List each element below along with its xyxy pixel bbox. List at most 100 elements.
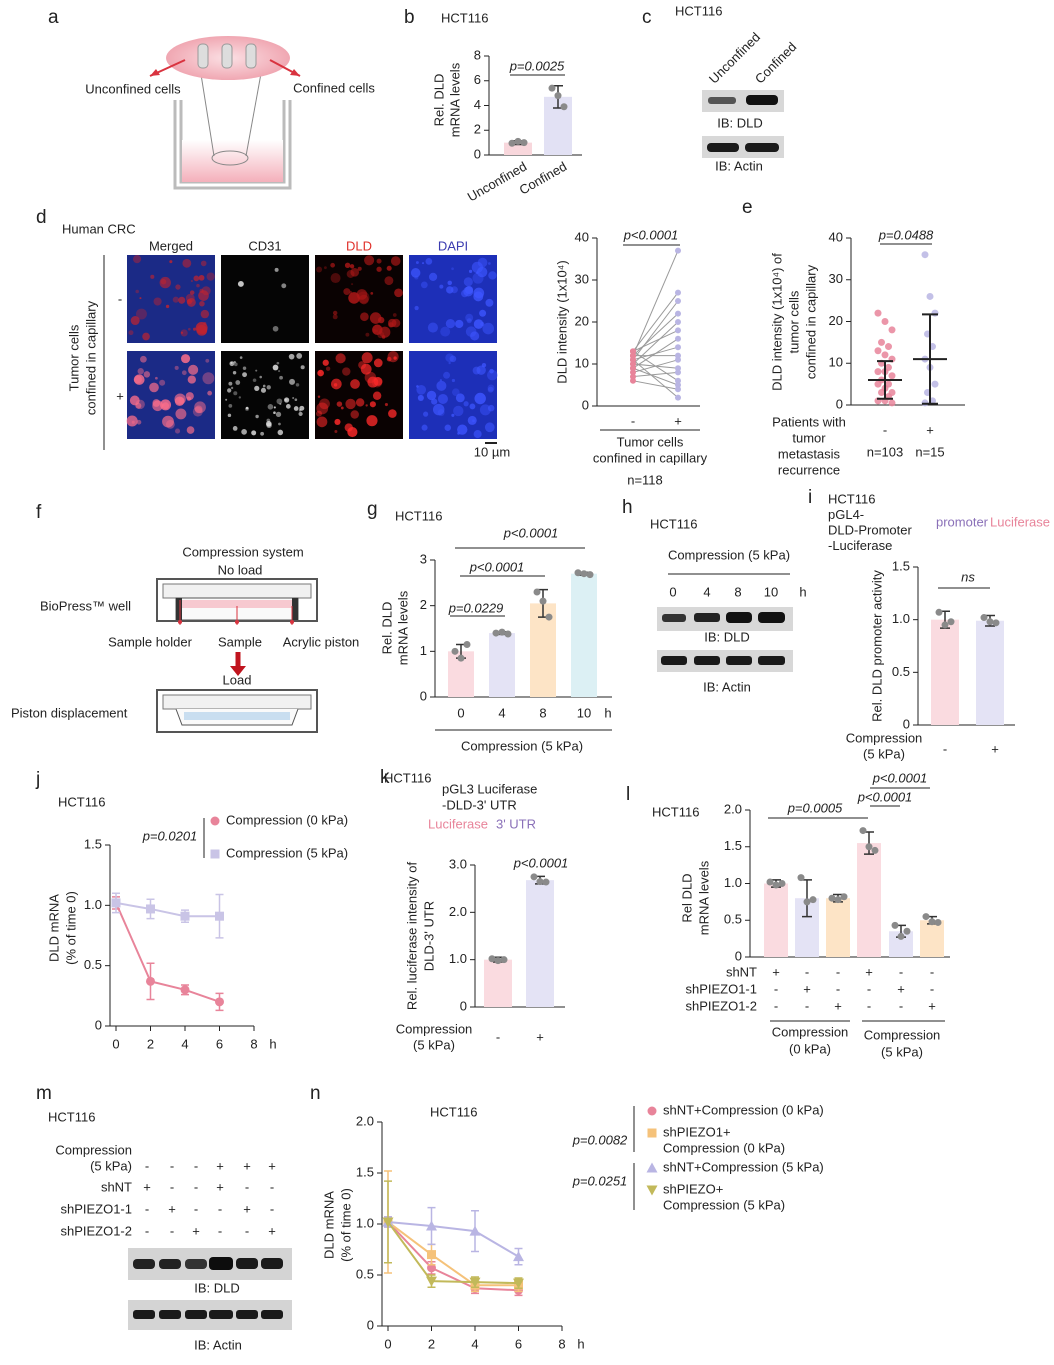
data-point xyxy=(492,629,500,637)
micrograph-texture xyxy=(416,384,427,395)
y-axis-label: Rel. luciferase intensity of xyxy=(404,862,419,1011)
y-axis-label: mRNA levels xyxy=(395,590,410,665)
y-tick-label: 1.0 xyxy=(449,951,467,966)
micrograph-texture xyxy=(355,398,365,407)
micrograph-texture xyxy=(366,415,378,427)
y-tick-label: 2 xyxy=(474,122,481,137)
micrograph-texture xyxy=(245,406,249,410)
y-tick-label: 4 xyxy=(474,97,481,112)
micrograph-texture xyxy=(293,406,299,411)
micrograph-texture xyxy=(479,404,491,416)
micrograph-texture xyxy=(139,297,142,300)
micrograph-texture xyxy=(484,422,495,433)
micrograph-texture xyxy=(335,353,346,364)
micrograph-texture xyxy=(234,362,238,367)
micrograph-texture xyxy=(473,319,484,329)
series-line xyxy=(387,1221,519,1285)
micrograph-texture xyxy=(410,268,421,278)
marker xyxy=(180,985,190,995)
title: pGL3 Luciferase xyxy=(442,781,537,796)
label: Compression (5 kPa) xyxy=(668,547,790,562)
micrograph-texture xyxy=(251,430,257,436)
micrograph-texture xyxy=(274,267,279,272)
data-point xyxy=(514,137,522,145)
micrograph-texture xyxy=(267,404,274,410)
x-axis-label: tumor xyxy=(792,430,826,445)
sample-size: n=15 xyxy=(915,444,944,459)
channel-label: DAPI xyxy=(438,238,468,253)
micrograph-texture xyxy=(152,400,164,412)
data-point xyxy=(675,386,681,393)
micrograph-texture xyxy=(233,361,236,364)
micrograph-texture xyxy=(278,422,281,426)
condition-sign: + xyxy=(865,964,873,979)
data-point xyxy=(675,352,681,359)
micrograph-texture xyxy=(344,262,351,269)
bar xyxy=(931,619,959,725)
micrograph-texture xyxy=(487,386,494,393)
marker xyxy=(215,911,224,921)
micrograph-texture xyxy=(189,290,195,295)
micrograph-texture xyxy=(228,381,233,386)
micrograph-texture xyxy=(255,414,259,419)
micrograph-texture xyxy=(227,413,232,418)
x-tick-label: 6 xyxy=(515,1336,522,1351)
micrograph-texture xyxy=(325,366,331,371)
data-point xyxy=(539,597,547,605)
lane-unit: h xyxy=(799,584,806,599)
micrograph-texture xyxy=(180,331,184,334)
legend-label: Compression (5 kPa) xyxy=(663,1197,785,1212)
x-axis-label: recurrence xyxy=(778,462,840,477)
micrograph-texture xyxy=(349,264,355,269)
condition-sign: + xyxy=(243,1158,251,1173)
micrograph-texture xyxy=(199,300,205,307)
data-point xyxy=(536,878,544,886)
micrograph-texture xyxy=(195,321,208,334)
micrograph-texture xyxy=(466,318,472,324)
data-point xyxy=(878,338,885,346)
data-point xyxy=(891,921,899,929)
micrograph-texture xyxy=(469,403,476,410)
micrograph-texture xyxy=(316,402,329,415)
title: -Luciferase xyxy=(828,538,892,553)
bar xyxy=(826,898,850,957)
bar xyxy=(976,620,1004,725)
micrograph-texture xyxy=(488,271,497,280)
micrograph-texture xyxy=(238,396,242,399)
micrograph-texture xyxy=(465,313,474,322)
x-axis-label: Compression (5 kPa) xyxy=(461,738,583,753)
sd-bar xyxy=(922,313,938,405)
data-point xyxy=(834,896,842,904)
micrograph-texture xyxy=(149,382,159,393)
data-point xyxy=(630,377,636,384)
data-point xyxy=(675,247,681,254)
micrograph-texture xyxy=(332,310,338,316)
data-point xyxy=(580,570,588,578)
micrograph-texture xyxy=(178,397,185,404)
micrograph-texture xyxy=(130,316,140,326)
data-point xyxy=(888,399,896,407)
condition-sign: - xyxy=(774,981,778,996)
pair-line xyxy=(632,321,679,365)
micrograph-texture xyxy=(276,361,280,365)
micrograph-texture xyxy=(342,367,351,376)
p-value: p=0.0488 xyxy=(878,227,934,242)
micrograph-texture xyxy=(188,327,191,331)
data-point xyxy=(871,846,879,854)
micrograph-texture xyxy=(432,403,445,416)
condition-sign: - xyxy=(774,998,778,1013)
marker xyxy=(382,1217,394,1228)
micrograph-texture xyxy=(463,401,469,407)
y-tick-label: 0 xyxy=(474,146,481,161)
y-axis-label: Rel. DLD promoter activity xyxy=(869,570,884,722)
condition-label: shNT xyxy=(726,964,757,979)
blot-label: IB: DLD xyxy=(704,629,750,644)
micrograph-texture xyxy=(273,411,276,415)
lane-label: Confined xyxy=(752,39,799,86)
marker xyxy=(647,1106,657,1116)
micrograph-texture xyxy=(361,352,373,364)
data-point xyxy=(675,365,681,372)
x-axis-label: Patients with xyxy=(772,414,846,429)
micrograph-texture xyxy=(281,283,287,289)
